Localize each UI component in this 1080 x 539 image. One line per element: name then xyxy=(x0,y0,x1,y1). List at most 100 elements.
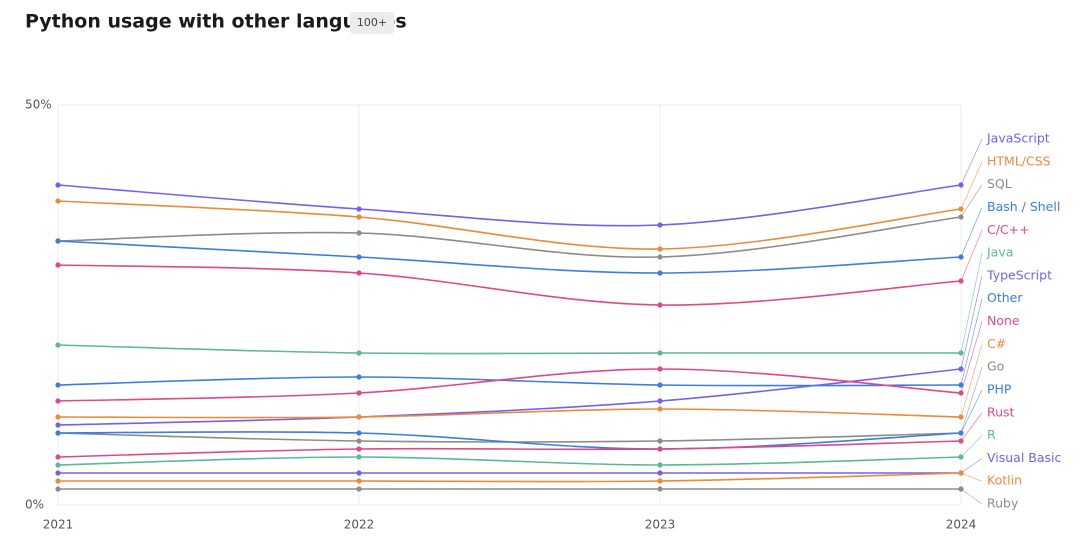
leader-line xyxy=(960,389,983,434)
point xyxy=(657,470,663,476)
leader-line xyxy=(960,488,983,505)
point xyxy=(55,382,61,388)
leader-line xyxy=(960,230,983,282)
point xyxy=(356,374,362,380)
point xyxy=(356,206,362,212)
leader-line xyxy=(960,275,983,370)
leader-line xyxy=(960,138,983,186)
leader-line xyxy=(960,184,983,218)
series-line xyxy=(57,376,962,387)
x-tick-label: 2022 xyxy=(344,518,375,532)
legend-label: HTML/CSS xyxy=(987,153,1051,168)
point xyxy=(55,182,61,188)
series-line xyxy=(57,200,962,250)
leader-line xyxy=(960,435,983,458)
badge-bg xyxy=(350,12,394,34)
x-tick-label: 2024 xyxy=(946,518,977,532)
point xyxy=(657,486,663,492)
point xyxy=(55,454,61,460)
legend-label: Java xyxy=(986,245,1013,260)
point xyxy=(55,462,61,468)
legend-label: JavaScript xyxy=(986,131,1050,146)
point xyxy=(55,342,61,348)
point xyxy=(657,462,663,468)
point xyxy=(356,438,362,444)
point xyxy=(55,398,61,404)
legend-label: Go xyxy=(987,359,1004,374)
point xyxy=(657,366,663,372)
point xyxy=(356,478,362,484)
x-tick-label: 2021 xyxy=(43,518,74,532)
point xyxy=(657,478,663,484)
point xyxy=(55,486,61,492)
legend-label: C# xyxy=(987,336,1006,351)
leader-line xyxy=(960,252,983,354)
point xyxy=(55,238,61,244)
leader-line xyxy=(960,161,983,210)
legend-label: PHP xyxy=(987,381,1012,396)
legend-label: TypeScript xyxy=(986,267,1052,282)
point xyxy=(356,470,362,476)
point xyxy=(356,390,362,396)
legend-label: R xyxy=(987,427,996,442)
point xyxy=(657,270,663,276)
series-line xyxy=(57,216,962,259)
point xyxy=(657,254,663,260)
leader-line xyxy=(960,367,983,434)
legend-label: Rust xyxy=(987,404,1015,419)
point xyxy=(55,262,61,268)
legend-label: None xyxy=(987,313,1020,328)
point xyxy=(356,454,362,460)
point xyxy=(356,214,362,220)
point xyxy=(55,422,61,428)
series-line xyxy=(57,240,962,274)
legend-label: Kotlin xyxy=(987,473,1022,488)
series-line xyxy=(57,432,962,443)
series-line xyxy=(57,264,962,306)
point xyxy=(55,478,61,484)
point xyxy=(55,430,61,436)
series-line xyxy=(57,440,962,458)
point xyxy=(55,198,61,204)
point xyxy=(356,254,362,260)
leader-line xyxy=(960,321,983,394)
point xyxy=(657,302,663,308)
point xyxy=(55,414,61,420)
y-tick-label: 0% xyxy=(25,498,44,512)
point xyxy=(657,438,663,444)
point xyxy=(657,382,663,388)
badge: 100+ xyxy=(357,16,387,29)
leader-line xyxy=(960,207,983,258)
point xyxy=(55,470,61,476)
series-line xyxy=(57,431,962,450)
series-line xyxy=(57,456,962,466)
point xyxy=(657,350,663,356)
leader-line xyxy=(960,412,983,442)
legend-label: C/C++ xyxy=(987,222,1030,237)
chart-title: Python usage with other languages xyxy=(25,11,407,33)
point xyxy=(657,406,663,412)
legend-label: SQL xyxy=(987,176,1012,191)
point xyxy=(657,398,663,404)
legend-label: Bash / Shell xyxy=(987,199,1060,214)
point xyxy=(356,350,362,356)
point xyxy=(657,246,663,252)
leader-line xyxy=(960,298,983,386)
legend-label: Visual Basic xyxy=(987,450,1062,465)
point xyxy=(356,430,362,436)
point xyxy=(657,446,663,452)
point xyxy=(356,270,362,276)
series-line xyxy=(58,472,962,483)
series-line xyxy=(57,344,961,355)
legend-label: Ruby xyxy=(987,496,1019,511)
leader-line xyxy=(960,344,983,418)
x-tick-label: 2023 xyxy=(645,518,676,532)
legend-label: Other xyxy=(987,290,1023,305)
series-line xyxy=(57,184,962,227)
point xyxy=(356,446,362,452)
series-line xyxy=(57,368,962,402)
series-line xyxy=(57,408,962,419)
leader-line xyxy=(960,458,983,474)
